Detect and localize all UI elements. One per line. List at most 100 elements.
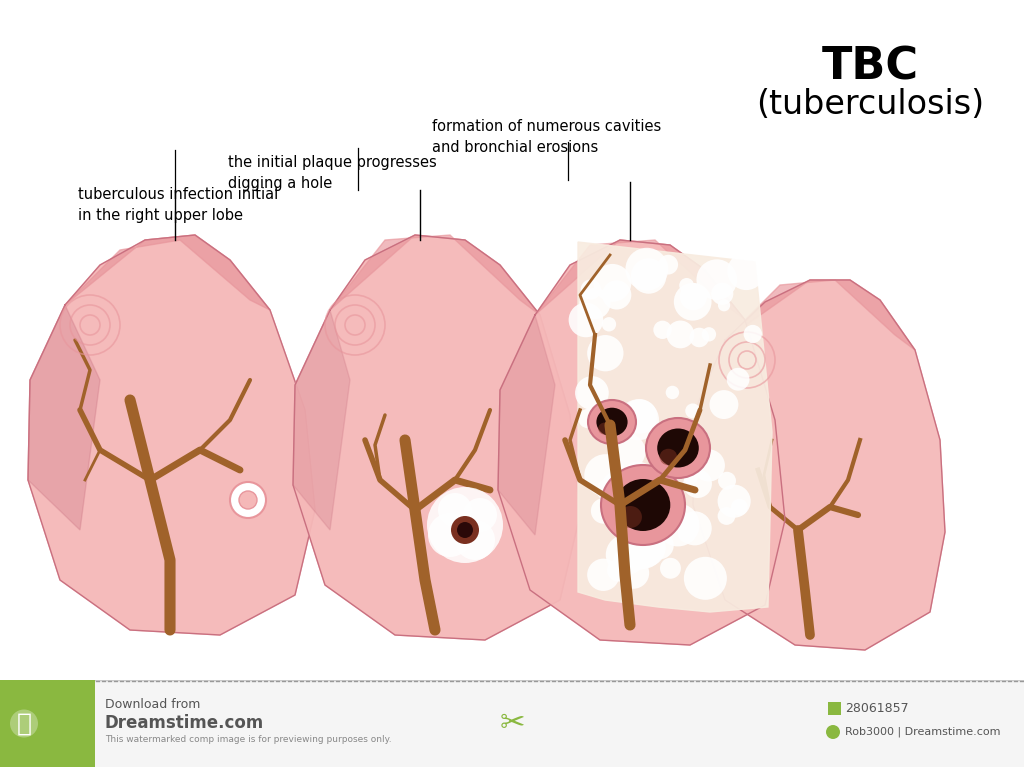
Ellipse shape (615, 479, 671, 531)
Bar (0, 680, 95, 767)
Polygon shape (693, 280, 945, 650)
Text: This watermarked comp image is for previewing purposes only.: This watermarked comp image is for previ… (105, 736, 391, 745)
Circle shape (678, 526, 695, 543)
Circle shape (718, 485, 751, 518)
Text: TBC: TBC (821, 45, 919, 88)
Circle shape (710, 390, 738, 419)
Circle shape (684, 470, 698, 485)
Circle shape (656, 503, 699, 546)
Text: Dreamstime.com: Dreamstime.com (105, 714, 264, 732)
Bar (828, 702, 841, 715)
Circle shape (632, 478, 671, 516)
Circle shape (239, 491, 257, 509)
Polygon shape (28, 235, 315, 635)
Circle shape (684, 557, 727, 600)
Polygon shape (725, 280, 915, 350)
Circle shape (683, 469, 712, 498)
Circle shape (680, 283, 707, 310)
Ellipse shape (646, 418, 710, 478)
Circle shape (727, 252, 765, 290)
Circle shape (427, 487, 503, 563)
Circle shape (631, 258, 667, 294)
Circle shape (653, 321, 672, 339)
Polygon shape (535, 240, 745, 320)
Circle shape (681, 522, 695, 537)
Circle shape (718, 507, 735, 525)
Circle shape (575, 376, 609, 410)
Circle shape (685, 403, 700, 418)
Circle shape (10, 709, 38, 738)
Circle shape (731, 499, 748, 515)
Circle shape (623, 528, 664, 569)
Text: the initial plaque progresses
digging a hole: the initial plaque progresses digging a … (228, 155, 437, 191)
Circle shape (701, 328, 716, 341)
Text: 28061857: 28061857 (845, 702, 908, 715)
Text: Download from: Download from (105, 699, 201, 712)
Circle shape (646, 532, 674, 559)
Circle shape (666, 386, 679, 399)
Ellipse shape (598, 423, 611, 435)
Circle shape (674, 283, 712, 321)
Circle shape (623, 399, 657, 433)
Circle shape (718, 472, 736, 490)
Circle shape (667, 321, 694, 348)
Circle shape (609, 433, 645, 469)
Circle shape (678, 512, 712, 545)
Circle shape (668, 439, 680, 453)
Polygon shape (498, 315, 555, 535)
Text: ✂: ✂ (500, 709, 524, 738)
Polygon shape (293, 310, 350, 530)
Polygon shape (28, 305, 100, 530)
Polygon shape (293, 235, 580, 640)
Circle shape (230, 482, 266, 518)
Circle shape (580, 288, 610, 319)
Circle shape (602, 317, 616, 331)
Ellipse shape (657, 429, 698, 468)
Ellipse shape (659, 449, 677, 466)
Circle shape (621, 462, 655, 497)
Text: Ⓞ: Ⓞ (16, 712, 32, 736)
Circle shape (626, 248, 669, 291)
Circle shape (606, 535, 646, 575)
Text: tuberculous infection initial
in the right upper lobe: tuberculous infection initial in the rig… (78, 187, 279, 223)
Circle shape (689, 328, 709, 347)
Circle shape (602, 280, 632, 310)
Circle shape (620, 536, 653, 570)
Circle shape (585, 454, 627, 496)
Circle shape (587, 335, 624, 371)
Polygon shape (330, 235, 540, 315)
Circle shape (727, 368, 750, 390)
Circle shape (679, 278, 694, 293)
Circle shape (594, 264, 632, 301)
Text: Rob3000 | Dreamstime.com: Rob3000 | Dreamstime.com (845, 727, 1000, 737)
Circle shape (428, 513, 472, 557)
Ellipse shape (596, 408, 628, 436)
Circle shape (626, 528, 666, 567)
Ellipse shape (618, 506, 642, 528)
Circle shape (451, 516, 479, 544)
Circle shape (696, 259, 737, 300)
Circle shape (613, 549, 635, 571)
Circle shape (591, 498, 616, 524)
Ellipse shape (601, 465, 685, 545)
Circle shape (692, 449, 725, 482)
Circle shape (455, 520, 495, 560)
Circle shape (617, 558, 649, 589)
Circle shape (718, 299, 730, 311)
Circle shape (457, 522, 473, 538)
Polygon shape (693, 340, 750, 550)
Circle shape (643, 475, 674, 506)
Circle shape (826, 725, 840, 739)
Circle shape (660, 558, 681, 579)
Circle shape (438, 493, 472, 527)
Circle shape (743, 325, 762, 343)
Bar (0, 680, 1024, 767)
Ellipse shape (588, 400, 636, 444)
Circle shape (463, 498, 497, 532)
Circle shape (587, 558, 620, 591)
Circle shape (617, 399, 659, 440)
Circle shape (581, 279, 601, 300)
Text: (tuberculosis): (tuberculosis) (756, 88, 984, 121)
Circle shape (617, 413, 639, 434)
Circle shape (568, 303, 603, 337)
